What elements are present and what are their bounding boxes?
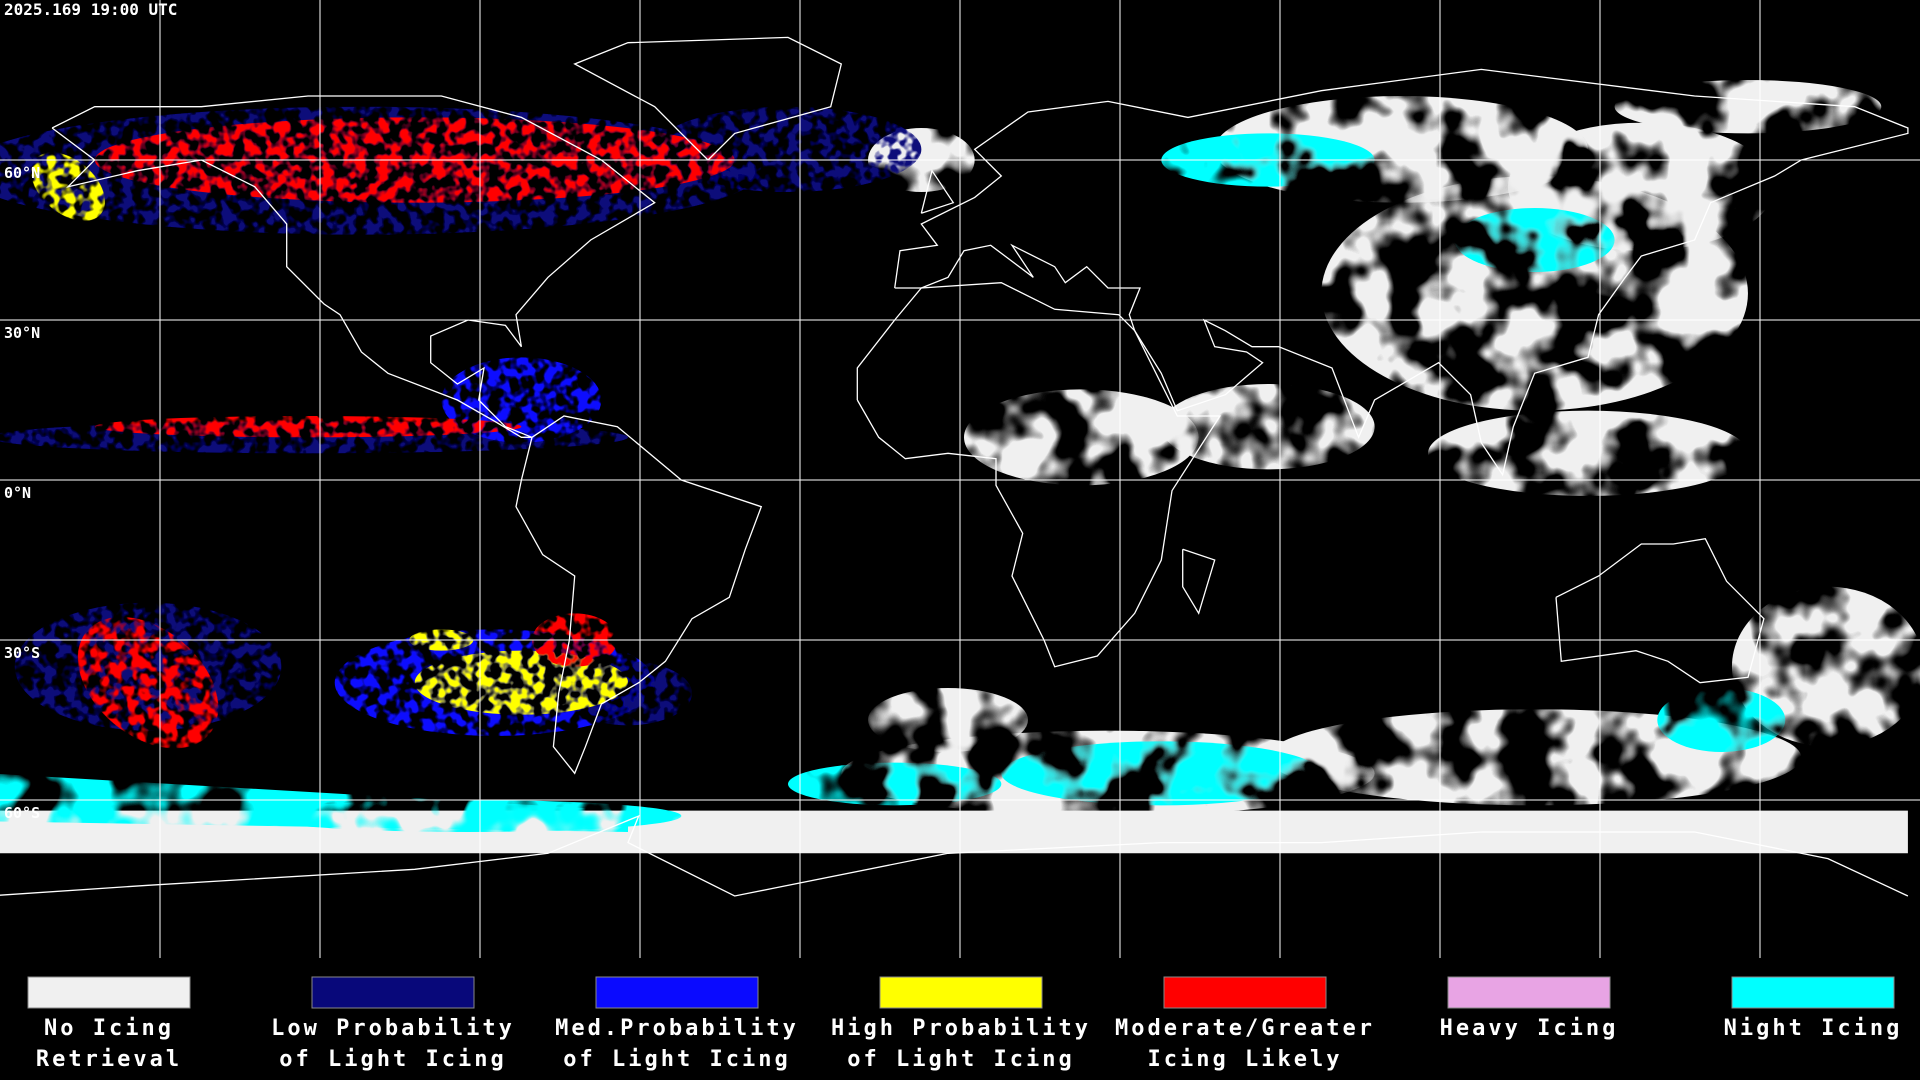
cloud-patch <box>868 687 1028 752</box>
cloud-patch <box>1001 741 1322 806</box>
latitude-label: 30°S <box>4 644 40 662</box>
legend-label: of Light Icing <box>279 1047 506 1072</box>
legend-swatch <box>27 976 191 1009</box>
latitude-labels: 60°N 30°N 0°N 30°S 60°S <box>4 164 40 822</box>
legend-swatch <box>1731 976 1895 1009</box>
legend-label: No Icing <box>44 1016 174 1041</box>
legend-swatch <box>595 976 759 1009</box>
cloud-patch <box>254 799 682 832</box>
legend-label: of Light Icing <box>847 1047 1074 1072</box>
legend-label: Moderate/Greater <box>1115 1016 1375 1041</box>
latitude-label: 0°N <box>4 484 31 502</box>
coastline <box>51 95 656 438</box>
legend-label: Icing Likely <box>1148 1047 1343 1072</box>
coastline <box>1555 537 1765 684</box>
legend-swatch <box>879 976 1043 1009</box>
cloud-patch <box>1657 687 1786 752</box>
graticule <box>0 0 1920 958</box>
legend: No Icing Retrieval Low Probability of Light… <box>0 958 1920 1080</box>
cloud-patch <box>963 389 1199 486</box>
cloud-patch <box>788 762 1002 806</box>
legend-swatch <box>311 976 475 1009</box>
cloud-patch <box>77 616 219 749</box>
coastline <box>856 282 1222 668</box>
cloud-patch <box>1614 80 1882 134</box>
coastline <box>515 415 763 775</box>
legend-swatch <box>1447 976 1611 1009</box>
coastline <box>894 68 1909 477</box>
legend-label: of Light Icing <box>563 1047 790 1072</box>
legend-label: Night Icing <box>1724 1016 1903 1041</box>
coastline <box>1182 548 1216 615</box>
latitude-label: 60°N <box>4 164 40 182</box>
coastlines <box>0 36 1909 897</box>
coastline <box>0 814 1909 897</box>
legend-label: Med.Probability <box>555 1016 799 1041</box>
legend-swatch <box>1163 976 1327 1009</box>
legend-label: High Probability <box>831 1016 1091 1041</box>
cloud-patch <box>1454 208 1615 273</box>
cloud-patch <box>414 650 629 715</box>
cloud-patch <box>94 416 522 438</box>
cloud-patch <box>1427 410 1748 496</box>
latitude-label: 60°S <box>4 804 40 822</box>
legend-label: Low Probability <box>271 1016 515 1041</box>
cloud-patch <box>1161 384 1375 470</box>
latitude-label: 30°N <box>4 324 40 342</box>
coastline <box>573 36 843 161</box>
legend-label: Retrieval <box>36 1047 182 1072</box>
coastline <box>920 169 955 214</box>
legend-label: Heavy Icing <box>1440 1016 1619 1041</box>
timestamp: 2025.169 19:00 UTC <box>4 0 177 19</box>
